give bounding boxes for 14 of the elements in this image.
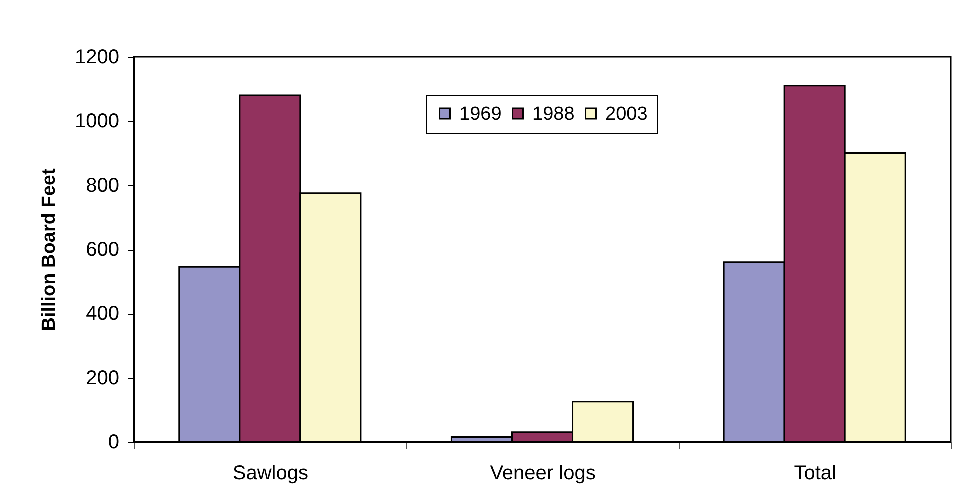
y-tick-label: 600 bbox=[86, 239, 120, 261]
x-tick-label: Veneer logs bbox=[490, 462, 596, 484]
y-tick-label: 0 bbox=[108, 432, 120, 454]
x-tick-label: Total bbox=[794, 462, 836, 484]
y-tick-label: 1000 bbox=[75, 110, 120, 133]
y-tick-label: 400 bbox=[86, 303, 120, 326]
legend-label: 1988 bbox=[532, 104, 575, 125]
legend-label: 2003 bbox=[606, 104, 648, 125]
y-tick-label: 200 bbox=[86, 367, 120, 390]
legend-label: 1969 bbox=[460, 104, 502, 125]
y-axis-title: Billion Board Feet bbox=[39, 168, 60, 332]
x-tick-label: Sawlogs bbox=[232, 462, 308, 484]
y-tick-label: 800 bbox=[86, 174, 120, 197]
y-tick-label: 1200 bbox=[75, 46, 120, 68]
